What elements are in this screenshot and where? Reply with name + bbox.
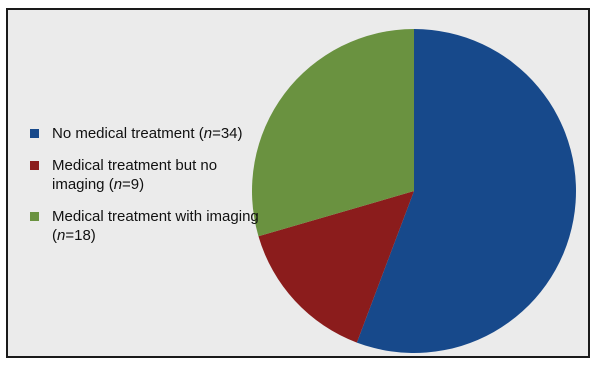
- legend-swatch: [30, 212, 39, 221]
- legend-swatch: [30, 129, 39, 138]
- pie-slice-medical-treatment-no-imaging: [258, 191, 414, 343]
- pie-slice-no-medical-treatment: [356, 29, 577, 353]
- chart-frame: No medical treatment (n=34) Medical trea…: [6, 8, 590, 358]
- legend-item-no-medical-treatment: No medical treatment (n=34): [30, 124, 260, 143]
- legend-label: No medical treatment (n=34): [52, 125, 243, 142]
- legend-label: Medical treatment with imaging (n=18): [52, 208, 259, 244]
- legend-swatch: [30, 161, 39, 170]
- legend-item-medical-treatment-with-imaging: Medical treatment with imaging (n=18): [30, 207, 260, 245]
- pie-chart: [252, 29, 577, 353]
- legend-label: Medical treatment but no imaging (n=9): [52, 157, 218, 193]
- legend-item-medical-treatment-no-imaging: Medical treatment but no imaging (n=9): [30, 156, 260, 194]
- pie-slice-medical-treatment-with-imaging: [252, 29, 414, 237]
- legend: No medical treatment (n=34) Medical trea…: [30, 124, 260, 258]
